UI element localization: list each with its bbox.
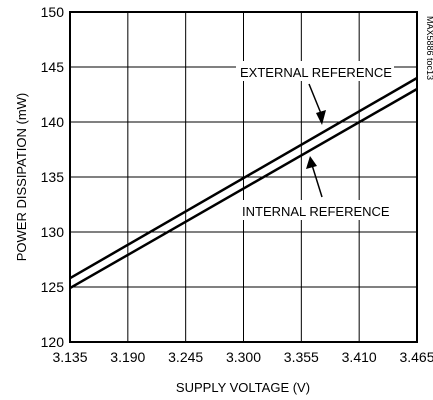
internal-label-bg [238,200,394,220]
y-tick-label: 150 [41,4,65,20]
x-tick-label: 3.135 [52,349,87,365]
tick-labels: 3.135 3.190 3.245 3.300 3.355 3.410 3.465 120 12… [41,4,433,365]
y-tick-label: 140 [41,114,65,130]
external-arrow-head [316,110,326,125]
external-label-bg [236,61,394,81]
internal-reference-line [69,87,418,290]
y-tick-label: 125 [41,279,65,295]
x-tick-label: 3.410 [342,349,377,365]
external-reference-label: EXTERNAL REFERENCE [240,65,392,80]
x-tick-label: 3.190 [110,349,145,365]
y-tick-label: 135 [41,169,65,185]
x-axis-label: SUPPLY VOLTAGE (V) [176,380,310,395]
x-tick-label: 3.300 [226,349,261,365]
external-reference-line [69,76,418,280]
internal-arrow-head [306,156,317,169]
x-tick-label: 3.465 [399,349,433,365]
x-tick-label: 3.355 [284,349,319,365]
figure-code: MAX5886 toc13 [425,16,433,80]
internal-reference-label: INTERNAL REFERENCE [242,204,390,219]
y-tick-label: 130 [41,224,65,240]
y-tick-label: 145 [41,59,65,75]
plot-frame [69,11,418,343]
series-lines [69,76,418,290]
y-tick-label: 120 [41,334,65,350]
internal-reference-arrow [311,164,323,198]
external-reference-arrow [308,83,323,117]
y-axis-label: POWER DISSIPATION (mW) [14,93,29,262]
x-tick-label: 3.245 [168,349,203,365]
